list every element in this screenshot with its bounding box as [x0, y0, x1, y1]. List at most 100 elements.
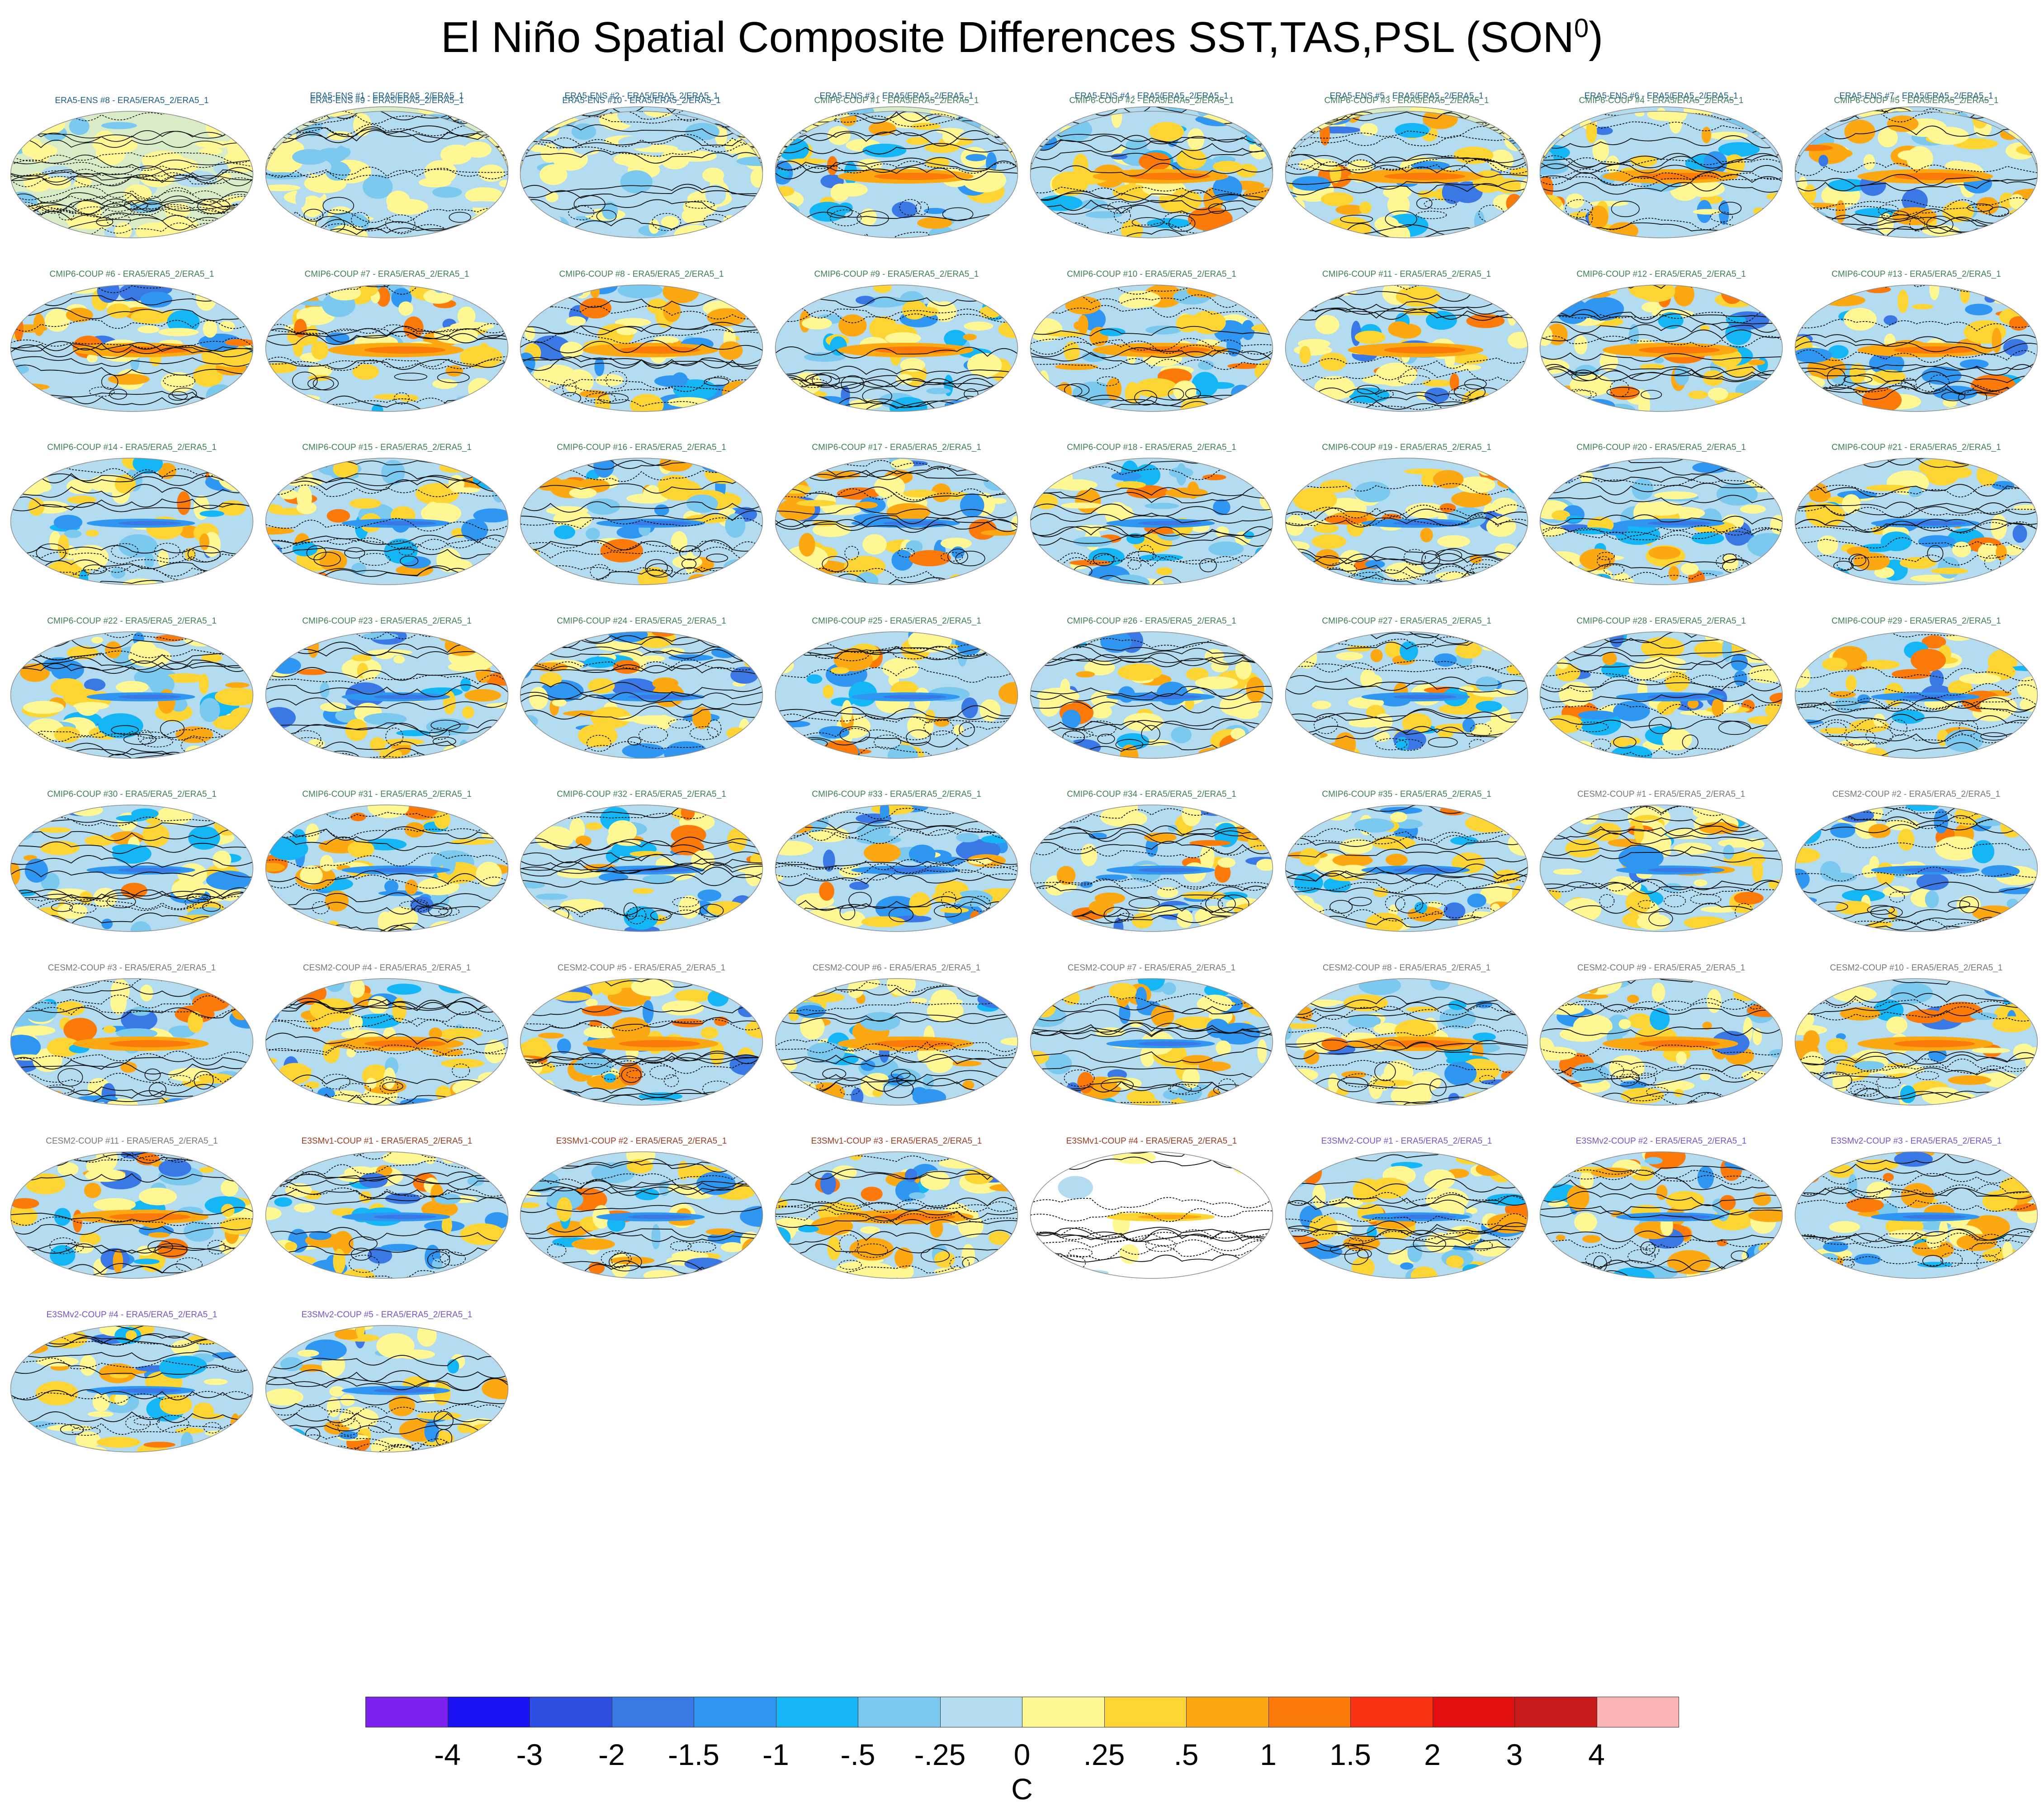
shading-patch	[1795, 738, 1821, 751]
shading-patch	[66, 478, 93, 494]
psl-contour	[1540, 308, 1783, 320]
shading-patch	[529, 686, 548, 710]
psl-contour	[1795, 206, 2038, 217]
psl-contour-loop	[168, 391, 188, 401]
shading-patch	[1417, 190, 1438, 198]
shading-patch	[1315, 315, 1339, 335]
shading-patch	[984, 115, 1004, 129]
shading-patch	[265, 752, 296, 758]
map-panel: ERA5-ENS #10 - ERA5/ERA5_2/ERA5_1	[514, 96, 769, 269]
shading-patch	[737, 1260, 747, 1278]
psl-contour	[265, 1186, 508, 1199]
shading-patch	[1753, 1192, 1771, 1206]
shading-patch	[19, 231, 38, 238]
psl-contour	[10, 896, 253, 910]
shading-patch	[311, 341, 329, 360]
shading-patch	[613, 660, 640, 674]
shading-patch	[333, 460, 359, 478]
shading-patch	[578, 724, 618, 748]
map-outline	[1539, 978, 1783, 1106]
psl-contour-loop	[1134, 390, 1158, 406]
shading-patch	[809, 202, 846, 222]
shading-patch	[1578, 1152, 1621, 1155]
shading-patch	[554, 525, 575, 539]
shading-patch	[10, 390, 29, 412]
shading-patch	[687, 574, 710, 585]
shading-patch	[265, 185, 301, 191]
shading-patch	[539, 164, 568, 185]
psl-contour	[10, 152, 253, 163]
panel-title: CESM2-COUP #9 - ERA5/ERA5_2/ERA5_1	[1577, 963, 1746, 973]
map-outline	[265, 804, 509, 932]
psl-contour-loop	[897, 548, 915, 558]
psl-contour	[1285, 135, 1528, 147]
shading-patch	[560, 899, 604, 912]
shading-patch	[1540, 404, 1569, 412]
psl-contour	[1030, 1227, 1273, 1236]
shading-patch	[566, 316, 586, 326]
shading-patch	[546, 506, 588, 516]
psl-contour	[775, 828, 1018, 844]
shading-patch	[1702, 1022, 1712, 1030]
shading-patch	[949, 458, 979, 467]
map-panel: CESM2-COUP #1 - ERA5/ERA5_2/ERA5_1	[1534, 790, 1788, 963]
map-outline	[1285, 978, 1528, 1106]
shading-patch	[981, 738, 1013, 749]
shading-patch	[168, 1025, 195, 1038]
shading-patch	[725, 513, 746, 538]
shading-patch	[1752, 1028, 1762, 1046]
shading-patch	[983, 473, 1009, 491]
shading-patch	[1719, 1195, 1736, 1211]
shading-patch	[198, 458, 222, 464]
psl-contour-loop	[1435, 549, 1462, 562]
shading-patch	[1795, 348, 1832, 363]
psl-contour-loop	[111, 725, 139, 735]
psl-contour	[1540, 473, 1783, 485]
psl-contour	[1030, 285, 1273, 295]
shading-patch	[448, 475, 464, 493]
psl-contour	[520, 1050, 763, 1064]
psl-contour-loop	[1710, 211, 1733, 222]
psl-contour-loop	[36, 543, 66, 562]
psl-contour-loop	[942, 207, 974, 221]
panel-title: CMIP6-COUP #11 - ERA5/ERA5_2/ERA5_1	[1322, 270, 1491, 279]
shading-patch	[1088, 899, 1114, 914]
shading-patch	[1437, 535, 1471, 548]
map-panel: CESM2-COUP #6 - ERA5/ERA5_2/ERA5_1	[769, 963, 1024, 1136]
panel-title: CMIP6-COUP #1 - ERA5/ERA5_2/ERA5_1	[814, 96, 979, 105]
shading-patch	[1474, 210, 1485, 233]
shading-patch	[351, 563, 367, 575]
map-outline	[1539, 458, 1783, 585]
map-svg	[1285, 284, 1528, 412]
psl-contour-loop	[1636, 1073, 1656, 1086]
shading-patch	[742, 1262, 763, 1278]
psl-contour	[1540, 1209, 1783, 1221]
shading-patch	[325, 332, 350, 345]
psl-contour-loop	[106, 213, 131, 227]
shading-patch	[705, 464, 742, 484]
shading-patch	[218, 466, 253, 492]
map-outline	[775, 1151, 1018, 1279]
shading-patch	[775, 1244, 781, 1263]
psl-contour-loop	[385, 214, 416, 233]
shading-patch	[1795, 458, 1815, 472]
shading-patch	[816, 471, 861, 479]
shading-patch	[891, 549, 913, 571]
shading-patch	[265, 543, 282, 558]
shading-patch	[1512, 885, 1525, 908]
psl-contour-loop	[1833, 561, 1854, 571]
psl-contour-loop	[1889, 719, 1907, 736]
shading-patch	[457, 306, 476, 326]
psl-contour-loop	[452, 1063, 470, 1078]
map-background	[265, 111, 508, 238]
shading-patch	[1197, 994, 1233, 1013]
map-panel: CMIP6-COUP #11 - ERA5/ERA5_2/ERA5_1	[1279, 270, 1534, 443]
shading-patch	[116, 1028, 158, 1039]
shading-patch	[1694, 641, 1726, 658]
psl-contour-loop	[896, 1073, 916, 1086]
psl-contour-loop	[111, 543, 139, 559]
psl-contour	[265, 997, 508, 1010]
map-outline	[1285, 804, 1528, 932]
shading-patch	[894, 1247, 913, 1269]
psl-contour-loop	[65, 1242, 84, 1253]
